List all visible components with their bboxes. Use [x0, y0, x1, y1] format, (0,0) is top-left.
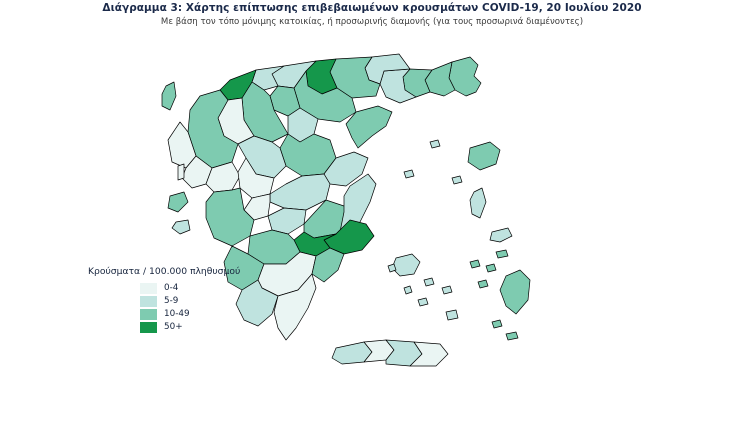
page-subtitle: Με βάση τον τόπο μόνιμης κατοικίας, ή πρ… [160, 17, 584, 27]
map-region[interactable] [171, 219, 191, 235]
legend-swatch [140, 322, 157, 333]
map-islet [403, 285, 413, 295]
map-islet [491, 319, 503, 329]
legend-item: 50+ [140, 321, 308, 334]
legend-label: 50+ [164, 322, 183, 332]
map-islet [417, 297, 429, 307]
legend-item: 10-49 [140, 308, 308, 321]
legend-label: 0-4 [164, 283, 179, 293]
legend-label: 10-49 [164, 309, 190, 319]
map-islet [429, 139, 441, 149]
map-region[interactable] [269, 173, 331, 211]
map-islet [403, 169, 415, 179]
map-islet [485, 263, 497, 273]
legend-item: 0-4 [140, 282, 308, 295]
legend: Κρούσματα / 100.000 πληθυσμού 0-4 5-9 10-4… [88, 266, 308, 334]
map-region[interactable] [167, 191, 189, 213]
map-region[interactable] [205, 187, 255, 247]
map-region[interactable] [499, 269, 531, 315]
map-region[interactable] [467, 141, 501, 171]
page-title: Διάγραμμα 3: Χάρτης επίπτωσης επιβεβαιωμ… [102, 2, 642, 14]
map-region[interactable] [469, 187, 487, 219]
map-islet [387, 263, 397, 273]
map-region[interactable] [379, 68, 417, 104]
legend-item: 5-9 [140, 295, 308, 308]
legend-swatch [140, 309, 157, 320]
map-region[interactable] [187, 89, 239, 169]
map-svg [161, 53, 531, 367]
map-region[interactable] [273, 273, 317, 341]
legend-items: 0-4 5-9 10-49 50+ [140, 282, 308, 334]
legend-title: Κρούσματα / 100.000 πληθυσμού [88, 266, 241, 277]
map-region[interactable] [235, 279, 279, 327]
map-islet [505, 331, 519, 341]
map-region[interactable] [409, 341, 449, 367]
legend-label: 5-9 [164, 296, 179, 306]
map-islet [451, 175, 463, 185]
map-islet [423, 277, 435, 287]
map-region[interactable] [161, 81, 177, 111]
map-islet [469, 259, 481, 269]
map-region[interactable] [489, 227, 513, 243]
legend-swatch [140, 283, 157, 294]
map-region[interactable] [391, 253, 421, 277]
map-islet [441, 285, 453, 295]
legend-swatch [140, 296, 157, 307]
map-islet [445, 309, 459, 321]
greece-choropleth-map [0, 26, 744, 386]
map-region[interactable] [345, 105, 393, 149]
map-islet [495, 249, 509, 259]
map-region[interactable] [177, 163, 185, 181]
map-islet [477, 279, 489, 289]
